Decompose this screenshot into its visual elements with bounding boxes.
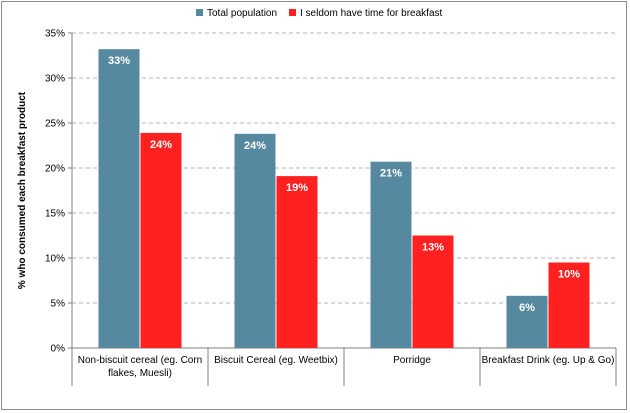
bar-seldom-time — [276, 176, 318, 348]
bar-seldom-time — [548, 262, 590, 348]
y-tick-label: 35% — [45, 29, 65, 40]
data-label: 13% — [422, 242, 444, 254]
bar-seldom-time — [140, 132, 182, 348]
y-tick-label: 5% — [51, 299, 66, 310]
data-label: 24% — [244, 140, 266, 152]
y-tick-label: 25% — [45, 119, 65, 130]
x-category-label: Biscuit Cereal (eg. Weetbix) — [214, 355, 338, 366]
y-tick-label: 30% — [45, 74, 65, 85]
bar-total-population — [506, 295, 548, 348]
bars — [98, 49, 590, 348]
x-category-label: Porridge — [393, 355, 431, 366]
y-tick-label: 10% — [45, 254, 65, 265]
legend-swatch — [289, 9, 296, 16]
data-label: 6% — [519, 302, 535, 314]
legend: Total population I seldom have time for b… — [196, 8, 443, 19]
data-label: 21% — [380, 168, 402, 180]
y-axis-title: % who consumed each breakfast product — [17, 91, 28, 289]
legend-swatch — [196, 9, 203, 16]
y-tick-label: 20% — [45, 164, 65, 175]
y-tick-label: 15% — [45, 209, 65, 220]
data-label: 19% — [286, 182, 308, 194]
x-category-label: flakes, Muesli) — [108, 368, 172, 379]
y-tick-label: 0% — [51, 344, 66, 355]
bar-seldom-time — [412, 235, 454, 348]
bar-total-population — [370, 161, 412, 348]
data-label: 10% — [558, 269, 580, 281]
bar-total-population — [234, 133, 276, 348]
data-label: 33% — [108, 55, 130, 67]
x-category-label: Non-biscuit cereal (eg. Corn — [78, 355, 203, 366]
data-label: 24% — [150, 139, 172, 151]
legend-label: I seldom have time for breakfast — [300, 8, 443, 19]
x-category-label: Breakfast Drink (eg. Up & Go) — [482, 355, 615, 366]
y-axis-title-group: % who consumed each breakfast product — [17, 91, 28, 289]
legend-label: Total population — [207, 8, 277, 19]
bar-total-population — [98, 49, 140, 348]
data-labels: 33% 24% 21% 6% 24% 19% 13% 10% — [108, 55, 580, 314]
